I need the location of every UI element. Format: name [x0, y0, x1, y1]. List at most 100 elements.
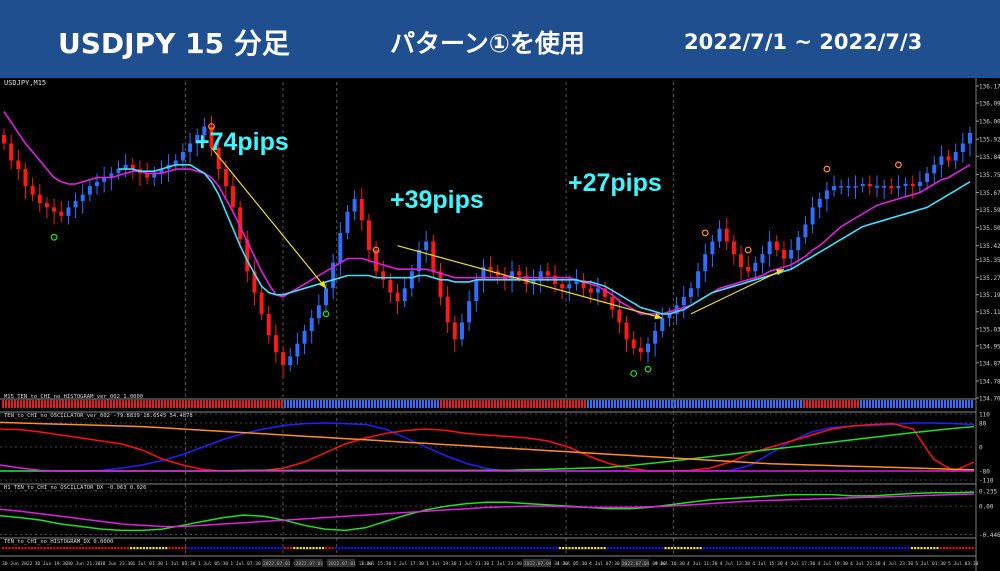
histogram-1-bar [902, 400, 904, 408]
histogram-2-dot [248, 547, 251, 550]
histogram-2-dot [485, 547, 488, 550]
candle-body [510, 271, 515, 280]
histogram-2-dot [555, 547, 558, 550]
candle-body [331, 262, 336, 289]
histogram-2-dot [530, 547, 533, 550]
price-tick-label: 135.355 [979, 257, 1000, 264]
histogram-2-dot [184, 547, 187, 550]
histogram-2-dot [744, 547, 747, 550]
histogram-2-dot [334, 547, 337, 550]
histogram-2-dot [514, 547, 517, 550]
histogram-2-dot [75, 547, 78, 550]
signal-circle [630, 370, 638, 377]
histogram-2-dot [62, 547, 65, 550]
histogram-1-bar [182, 400, 184, 408]
histogram-1-bar [770, 400, 772, 408]
histogram-1-bar [215, 400, 217, 408]
histogram-2-dot [750, 547, 753, 550]
candle-body [87, 186, 92, 195]
histogram-2-dot [312, 547, 315, 550]
signal-circle [644, 365, 652, 373]
histogram-2-dot [661, 547, 664, 550]
histogram-1-bar [716, 400, 718, 408]
histogram-2-dot [194, 547, 197, 550]
histogram-2-dot [965, 547, 968, 550]
histogram-2-dot [914, 547, 917, 550]
histogram-1-bar [188, 400, 190, 408]
histogram-panel-2: TEN_to_CHI_no_HISTOGRAM_DX 0.0000 [0, 537, 976, 550]
histogram-2-dot [210, 547, 213, 550]
histogram-2-dot [414, 547, 417, 550]
histogram-2-dot [341, 547, 344, 550]
histogram-2-dot [206, 547, 209, 550]
histogram-1-bar [242, 400, 244, 408]
price-tick-label: 134.870 [979, 360, 1000, 367]
histogram-1-bar [41, 400, 43, 408]
histogram-2-dot [216, 547, 219, 550]
candle-body [595, 288, 600, 293]
histogram-1-bar [491, 400, 493, 408]
histogram-2-dot [690, 547, 693, 550]
histogram-2-dot [962, 547, 965, 550]
histogram-1-bar [431, 400, 433, 408]
histogram-2-dot [197, 547, 200, 550]
chart-background [0, 78, 1000, 571]
histogram-1-bar [443, 400, 445, 408]
histogram-1-bar [170, 400, 172, 408]
histogram-1-bar [209, 400, 211, 408]
candle-body [73, 201, 78, 208]
histogram-1-bar [851, 400, 853, 408]
histogram-1-bar [494, 400, 496, 408]
histogram-1-bar [377, 400, 379, 408]
histogram-2-dot [693, 547, 696, 550]
candle-body [803, 224, 808, 238]
histogram-1-bar [77, 400, 79, 408]
histogram-2-dot [606, 547, 609, 550]
time-tick-label: 1 Jul 23:30 [491, 561, 522, 567]
histogram-1-bar [281, 400, 283, 408]
histogram-2-dot [366, 547, 369, 550]
histogram-1-bar [395, 400, 397, 408]
candle-body [588, 288, 593, 293]
price-tick-label: 135.270 [979, 275, 1000, 282]
histogram-2-dot [190, 547, 193, 550]
candle-body [345, 211, 350, 233]
histogram-1-bar [371, 400, 373, 408]
time-tick-label: 1 Jul 03:30 [165, 561, 196, 567]
histogram-2-dot [821, 547, 824, 550]
histogram-1-bar [458, 400, 460, 408]
histogram-1-bar [608, 400, 610, 408]
histogram-1-bar [131, 400, 133, 408]
histogram-1-bar [53, 400, 55, 408]
histogram-1-bar [116, 400, 118, 408]
candle-body [173, 160, 178, 165]
histogram-1-bar [35, 400, 37, 408]
oscillator-2-tick-label: 0.00 [979, 504, 994, 511]
time-tick-label: 4 Jul 17:30 [785, 561, 816, 567]
histogram-1-bar [521, 400, 523, 408]
candle-body [896, 186, 901, 189]
candle-body [152, 173, 157, 178]
histogram-1-bar [935, 400, 937, 408]
histogram-1-bar [602, 400, 604, 408]
histogram-1-bar [323, 400, 325, 408]
histogram-2-dot [546, 547, 549, 550]
histogram-1-bar [683, 400, 685, 408]
histogram-2-dot [808, 547, 811, 550]
time-tick-label: 1 Jul 15:30 [361, 561, 392, 567]
candle-body [960, 143, 965, 153]
time-tick-label: 30 Jun 23:30 [100, 561, 133, 567]
histogram-1-bar [872, 400, 874, 408]
histogram-1-bar [164, 400, 166, 408]
time-tick-label: 1 Jul 19:30 [426, 561, 457, 567]
histogram-2-dot [235, 547, 238, 550]
candle-body [731, 241, 736, 255]
histogram-1-bar [275, 400, 277, 408]
histogram-2-dot [120, 547, 123, 550]
histogram-2-dot [488, 547, 491, 550]
histogram-2-dot [562, 547, 565, 550]
histogram-1-bar [191, 400, 193, 408]
time-tick-label: 5 Jul 03:30 [948, 561, 979, 567]
histogram-1-bar [194, 400, 196, 408]
time-tick-label: 30 Jun 21:30 [67, 561, 100, 567]
